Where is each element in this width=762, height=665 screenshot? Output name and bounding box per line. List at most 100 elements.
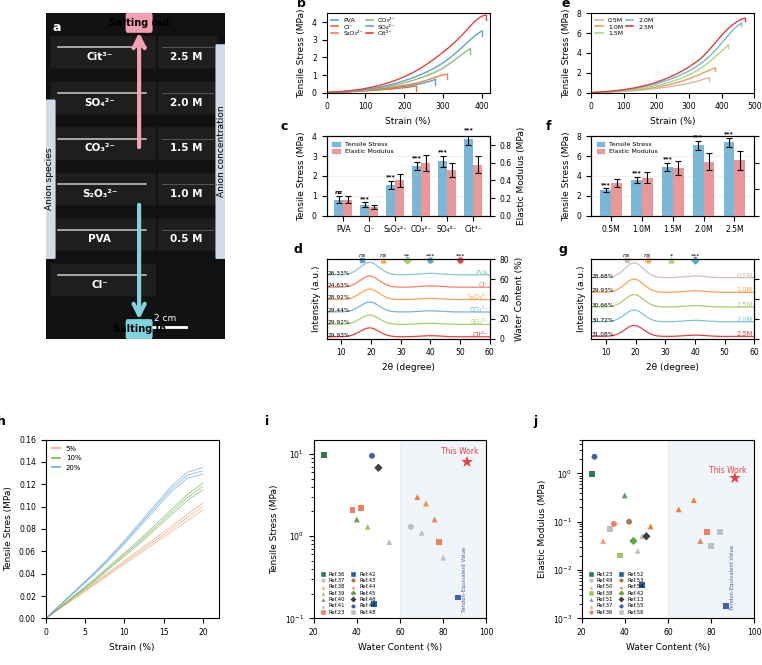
Text: Cl⁻: Cl⁻ — [479, 282, 488, 288]
FancyBboxPatch shape — [216, 44, 227, 259]
Bar — [662, 167, 673, 215]
Text: SO₄²⁻: SO₄²⁻ — [85, 98, 115, 108]
Y-axis label: Tensile Stres (MPa): Tensile Stres (MPa) — [5, 487, 14, 571]
Text: 30.66%: 30.66% — [592, 303, 614, 308]
Text: Salting in: Salting in — [113, 325, 165, 334]
Text: This Work: This Work — [709, 466, 747, 475]
Point — [632, 545, 644, 556]
Bar — [370, 207, 379, 215]
Text: **: ** — [404, 253, 410, 258]
X-axis label: Strain (%): Strain (%) — [386, 117, 431, 126]
Point — [428, 514, 440, 525]
Bar — [464, 139, 473, 215]
FancyBboxPatch shape — [50, 264, 156, 297]
Point — [415, 527, 427, 538]
Bar — [668, 440, 754, 618]
Point — [319, 450, 331, 460]
Y-axis label: Water Content (%): Water Content (%) — [515, 257, 524, 341]
Text: 2 cm: 2 cm — [154, 314, 176, 323]
Bar — [473, 164, 482, 215]
Legend: Tensile Stress, Elastic Modulus: Tensile Stress, Elastic Modulus — [594, 140, 661, 156]
Text: Cit³⁻: Cit³⁻ — [86, 53, 113, 63]
Text: ***: *** — [360, 196, 370, 201]
Text: 2.0M: 2.0M — [737, 317, 753, 323]
Legend: Ref.23, Ref.49, Ref.50, Ref.38, Ref.51, Ref.37, Ref.36, Ref.52, Ref.53, Ref.54, : Ref.23, Ref.49, Ref.50, Ref.38, Ref.51, … — [584, 571, 645, 616]
Bar — [412, 166, 421, 215]
Point — [405, 521, 417, 532]
Point — [433, 537, 445, 547]
Y-axis label: Tensile Stress (MPa): Tensile Stress (MPa) — [297, 131, 306, 221]
Bar — [438, 161, 447, 215]
FancyBboxPatch shape — [50, 173, 156, 205]
Bar — [642, 178, 653, 215]
Legend: 5%, 10%, 20%: 5%, 10%, 20% — [50, 443, 85, 473]
Text: ***: *** — [662, 156, 672, 162]
FancyBboxPatch shape — [158, 127, 217, 160]
Point — [614, 550, 626, 561]
Point — [627, 535, 639, 546]
Point — [411, 491, 424, 502]
FancyBboxPatch shape — [158, 82, 217, 114]
Bar — [335, 200, 344, 215]
FancyBboxPatch shape — [50, 82, 156, 114]
Point — [347, 505, 359, 515]
Text: ***: *** — [632, 170, 642, 176]
Text: i: i — [265, 415, 269, 428]
Text: 26.33%: 26.33% — [328, 271, 350, 276]
Text: ***: *** — [386, 174, 395, 180]
Text: 2.0 M: 2.0 M — [171, 98, 203, 108]
Text: 1.0M: 1.0M — [737, 287, 753, 293]
Point — [619, 490, 631, 501]
Text: PVA: PVA — [475, 270, 488, 276]
X-axis label: Strain (%): Strain (%) — [110, 643, 155, 652]
Point — [728, 473, 741, 483]
FancyBboxPatch shape — [50, 218, 156, 251]
Text: ***: *** — [456, 253, 465, 258]
Text: ns: ns — [644, 253, 651, 258]
Text: c: c — [281, 120, 288, 133]
Point — [694, 535, 706, 546]
Text: Tendon-Equivalent Value: Tendon-Equivalent Value — [729, 545, 735, 610]
Y-axis label: Tensile Stress (MPa): Tensile Stress (MPa) — [297, 8, 306, 98]
FancyBboxPatch shape — [44, 100, 56, 259]
Text: SO₄²⁻: SO₄²⁻ — [470, 319, 488, 325]
Text: g: g — [559, 243, 568, 256]
Bar — [600, 190, 611, 215]
Point — [368, 598, 380, 609]
Text: 2.5M: 2.5M — [737, 331, 753, 337]
Text: ns: ns — [335, 190, 343, 195]
Bar — [735, 160, 745, 215]
X-axis label: Water Content (%): Water Content (%) — [626, 643, 710, 652]
Point — [361, 521, 373, 532]
Text: Salting out: Salting out — [109, 18, 170, 28]
Point — [461, 457, 473, 467]
Text: ***: *** — [724, 131, 734, 136]
Bar — [421, 163, 431, 215]
Text: 29.93%: 29.93% — [592, 288, 615, 293]
Point — [586, 469, 598, 479]
Text: 24.63%: 24.63% — [328, 283, 350, 288]
Y-axis label: Tensile Stress (MPa): Tensile Stress (MPa) — [562, 8, 571, 98]
Y-axis label: Tensile Stress (MPa): Tensile Stress (MPa) — [271, 484, 279, 574]
Text: PVA: PVA — [88, 235, 111, 245]
Point — [597, 535, 610, 546]
Point — [355, 503, 367, 513]
Bar — [447, 170, 456, 215]
Text: 0.5M: 0.5M — [737, 273, 753, 279]
Text: CO₃²⁻: CO₃²⁻ — [469, 307, 488, 313]
Text: 28.68%: 28.68% — [592, 273, 614, 279]
Text: 2.5 M: 2.5 M — [171, 53, 203, 63]
Y-axis label: Intensity (a.u.): Intensity (a.u.) — [577, 266, 585, 332]
Bar — [724, 142, 735, 215]
Point — [688, 495, 700, 505]
Text: ***: *** — [690, 253, 700, 258]
Text: CO₃²⁻: CO₃²⁻ — [84, 144, 115, 154]
Bar — [360, 205, 370, 215]
Point — [720, 600, 732, 611]
Point — [608, 519, 620, 529]
Point — [714, 527, 726, 538]
Point — [701, 527, 713, 538]
Text: a: a — [53, 21, 62, 35]
Point — [383, 537, 395, 547]
Point — [645, 521, 657, 532]
